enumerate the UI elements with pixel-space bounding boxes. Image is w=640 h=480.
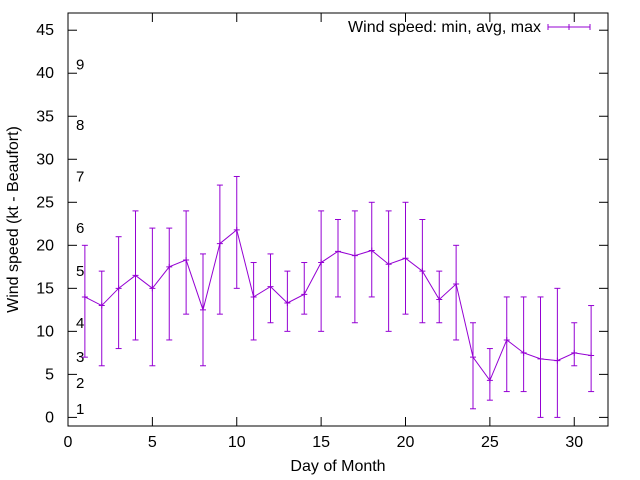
y-tick-label: 25 [36, 194, 54, 211]
average-point [419, 268, 426, 275]
average-point [132, 272, 139, 279]
beaufort-label: 5 [76, 263, 84, 280]
errorbar [503, 296, 510, 393]
y-tick-label: 20 [36, 237, 54, 254]
x-tick-label: 25 [481, 434, 499, 451]
y-tick-label: 5 [45, 366, 54, 383]
average-point [81, 293, 88, 300]
y-tick-label: 0 [45, 409, 54, 426]
x-axis-label: Day of Month [290, 458, 385, 475]
legend: Wind speed: min, avg, max [348, 19, 591, 36]
average-point [216, 240, 223, 247]
errorbar [571, 322, 578, 367]
average-point [503, 336, 510, 343]
errorbar [486, 348, 493, 401]
errorbar [351, 210, 358, 324]
average-point [183, 256, 190, 263]
errorbar [520, 296, 527, 393]
errorbar [98, 270, 105, 367]
errorbar [554, 287, 561, 418]
x-tick-label: 10 [228, 434, 246, 451]
errorbar [149, 227, 156, 367]
average-point [453, 281, 460, 288]
average-point [436, 296, 443, 303]
y-tick-label: 10 [36, 323, 54, 340]
average-point [385, 261, 392, 268]
average-point [250, 293, 257, 300]
errorbar [335, 219, 341, 298]
average-point [368, 247, 375, 254]
average-point [98, 302, 105, 309]
average-point [284, 299, 291, 306]
average-point [200, 306, 206, 313]
y-tick-label: 35 [36, 108, 54, 125]
errorbar [166, 227, 173, 341]
errorbar [470, 322, 476, 410]
average-point [149, 285, 156, 292]
errorbar [115, 236, 122, 350]
average-point [115, 285, 122, 292]
average-point [470, 354, 476, 361]
plot-area-border [67, 12, 609, 427]
average-point [554, 357, 561, 364]
beaufort-scale-labels: 1 2 3 4 5 6 7 8 9 [76, 57, 84, 418]
x-tick-label: 20 [397, 434, 415, 451]
axis-ticks [67, 13, 608, 426]
y-axis-label: Wind speed (kt - Beaufort) [5, 126, 22, 313]
average-point [318, 259, 325, 266]
average-point [537, 355, 544, 362]
beaufort-label: 3 [76, 349, 84, 366]
beaufort-label: 8 [76, 117, 84, 134]
errorbar [318, 210, 325, 332]
x-tick-label: 5 [148, 434, 157, 451]
errorbar [250, 262, 257, 341]
y-tick-label: 30 [36, 151, 54, 168]
y-tick-label: 15 [36, 280, 54, 297]
average-point [571, 349, 578, 356]
legend-sample-errorbar [547, 24, 591, 30]
legend-label: Wind speed: min, avg, max [348, 19, 541, 36]
series-wind-speed [81, 175, 595, 418]
average-point [301, 291, 308, 298]
beaufort-label: 9 [76, 57, 84, 74]
average-point [166, 263, 173, 270]
beaufort-label: 7 [76, 168, 84, 185]
errorbar [301, 262, 308, 315]
beaufort-label: 6 [76, 220, 84, 237]
y-tick-label: 45 [36, 22, 54, 39]
errorbar [453, 244, 460, 341]
beaufort-label: 1 [76, 401, 84, 418]
x-tick-label: 0 [64, 434, 73, 451]
errorbar [81, 244, 88, 358]
beaufort-label: 2 [76, 375, 84, 392]
average-point [335, 248, 341, 255]
errorbar [216, 184, 223, 315]
average-point [267, 283, 274, 290]
average-point [351, 252, 358, 259]
y-tick-label: 40 [36, 65, 54, 82]
errorbar [588, 305, 595, 393]
average-point [233, 226, 240, 233]
x-tick-label: 30 [565, 434, 583, 451]
errorbar [385, 210, 392, 332]
average-point [486, 377, 493, 384]
average-point [520, 349, 527, 356]
average-point [402, 255, 409, 262]
average-point [588, 352, 595, 359]
x-tick-label: 15 [312, 434, 330, 451]
beaufort-label: 4 [76, 315, 84, 332]
